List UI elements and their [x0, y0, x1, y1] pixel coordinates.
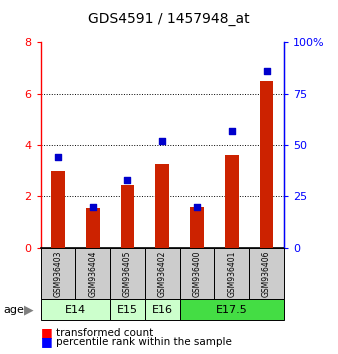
Text: age: age: [3, 305, 24, 315]
Text: E14: E14: [65, 305, 86, 315]
Text: GDS4591 / 1457948_at: GDS4591 / 1457948_at: [88, 12, 250, 27]
Bar: [260, 81, 273, 248]
Text: E17.5: E17.5: [216, 305, 248, 315]
Point: [55, 155, 61, 160]
Text: GSM936400: GSM936400: [193, 250, 201, 297]
Text: ■: ■: [41, 335, 52, 348]
Text: GSM936404: GSM936404: [88, 250, 97, 297]
Point: [229, 128, 235, 133]
Bar: [51, 171, 65, 248]
Bar: [225, 155, 239, 248]
Text: E15: E15: [117, 305, 138, 315]
Point: [194, 204, 200, 210]
Text: E16: E16: [152, 305, 173, 315]
Text: GSM936403: GSM936403: [53, 250, 63, 297]
Point: [125, 177, 130, 183]
Text: GSM936402: GSM936402: [158, 250, 167, 297]
Text: percentile rank within the sample: percentile rank within the sample: [56, 337, 232, 347]
Point: [160, 138, 165, 144]
Bar: [86, 208, 100, 248]
Bar: [190, 207, 204, 248]
Text: GSM936406: GSM936406: [262, 250, 271, 297]
Text: ■: ■: [41, 326, 52, 339]
Text: GSM936405: GSM936405: [123, 250, 132, 297]
Bar: [121, 185, 135, 248]
Text: ▶: ▶: [24, 303, 33, 316]
Text: transformed count: transformed count: [56, 328, 153, 338]
Text: GSM936401: GSM936401: [227, 250, 236, 297]
Point: [90, 204, 95, 210]
Point: [264, 68, 269, 74]
Bar: [155, 164, 169, 248]
